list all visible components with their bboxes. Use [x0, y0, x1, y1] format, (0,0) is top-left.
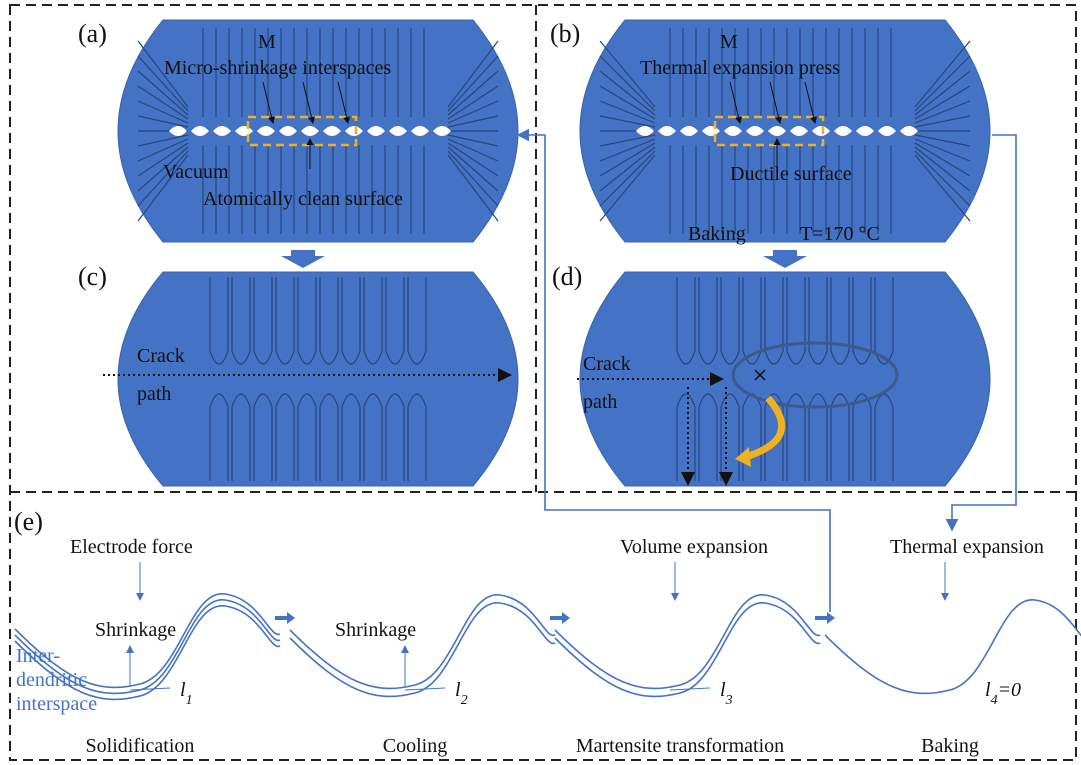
stages: Electrode force Shrinkage l1 Solidification… [15, 536, 1081, 757]
interface-curve [825, 600, 1081, 694]
stage-arrow [815, 612, 835, 624]
stage-arrow [550, 612, 570, 624]
annotation: Ductile surface [730, 163, 852, 185]
grain-shape [580, 272, 990, 486]
force-label: Electrode force [70, 536, 193, 558]
gap-label: l1 [180, 679, 193, 708]
marker: M [720, 31, 738, 53]
stage-name: Baking [921, 735, 979, 757]
panel-label: (c) [78, 262, 107, 291]
annotation: Baking [688, 223, 746, 245]
flow-arrow [763, 250, 807, 268]
effect-label: Shrinkage [95, 619, 176, 641]
panel-label: (e) [14, 507, 43, 536]
annotation: Crack [583, 353, 631, 375]
force-label: Thermal expansion [890, 536, 1044, 558]
grain-shape [118, 272, 518, 486]
gap-subscript: 3 [725, 693, 733, 708]
interface-curve [290, 595, 555, 689]
gap-label: l2 [455, 679, 468, 708]
annotation: Crack [137, 345, 185, 367]
stage-arrow [275, 612, 295, 624]
marker: M [258, 31, 276, 53]
stage-name: Cooling [383, 735, 447, 757]
effect-label: Shrinkage [335, 619, 416, 641]
gap-suffix: =0 [998, 679, 1022, 701]
annotation: Atomically clean surface [203, 188, 403, 210]
stage-name: Solidification [86, 735, 195, 757]
panel-shapes [103, 20, 990, 486]
gap-subscript: 2 [461, 693, 468, 708]
flow-arrow [281, 250, 325, 268]
gap-label: l3 [720, 679, 733, 708]
stage-name: Martensite transformation [576, 735, 784, 757]
gap-subscript: 1 [186, 693, 193, 708]
annotation: Micro-shrinkage interspaces [164, 57, 391, 79]
annotation: Vacuum [163, 161, 229, 183]
gap-subscript: 4 [991, 693, 998, 708]
force-label: Volume expansion [620, 536, 768, 558]
gap-marker [130, 688, 170, 690]
annotation: T=170 °C [800, 223, 880, 245]
annotation: Thermal expansion press [640, 57, 840, 79]
annotation: dendritic [16, 669, 87, 691]
panel-label: (b) [550, 19, 580, 48]
panel-label: (d) [552, 262, 582, 291]
annotation: path [137, 383, 171, 405]
gap-label: l4=0 [985, 679, 1021, 708]
figure: (a) M Micro-shrinkage interspaces Vacuum… [0, 0, 1081, 765]
panel-label: (a) [78, 19, 107, 48]
annotation: path [583, 391, 617, 413]
annotation: interspace [16, 693, 97, 715]
interface-curve [555, 595, 820, 689]
